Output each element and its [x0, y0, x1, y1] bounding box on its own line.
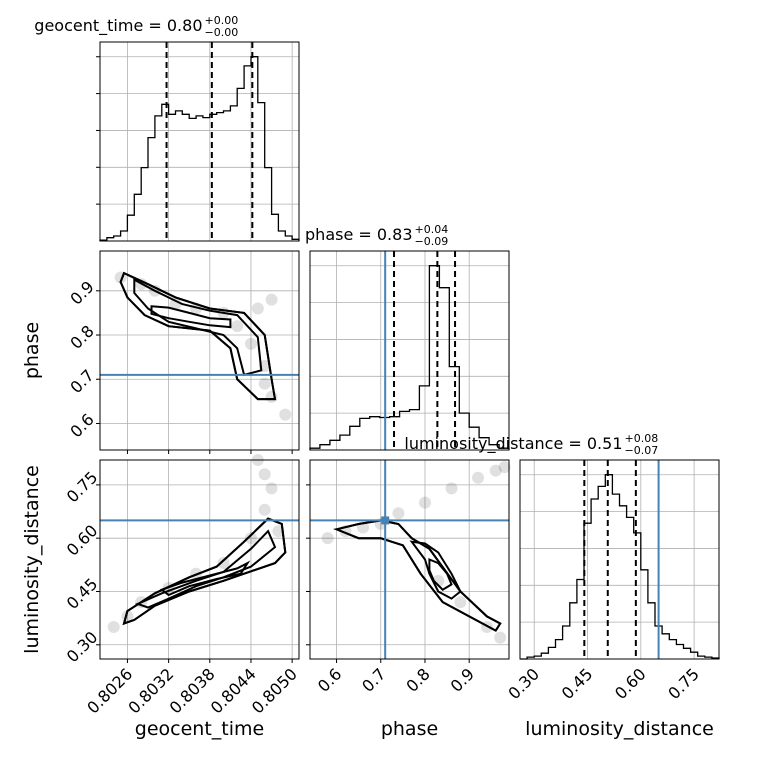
x-tick-label: 0.60 [611, 664, 650, 703]
title-lower-error: −0.00 [205, 26, 239, 39]
truth-marker [381, 516, 390, 525]
x-axis-label-geocent_time: geocent_time [135, 718, 264, 740]
panel-frame-phase-luminosity_distance [309, 459, 510, 660]
scatter-point [472, 471, 485, 484]
y-tick-label: 0.30 [63, 628, 102, 667]
scatter-point [454, 596, 467, 609]
title-upper-error: +0.04 [415, 223, 449, 236]
y-axis-label-phase: phase [21, 322, 43, 379]
x-tick-label: 0.7 [358, 664, 389, 695]
scatter-point [489, 464, 502, 477]
contour-outer [119, 271, 277, 401]
x-axis-label-phase: phase [381, 718, 438, 740]
y-axis-label-luminosity_distance: luminosity_distance [21, 465, 43, 654]
frames-layer [96, 41, 720, 663]
panel-frame-geocent_time [99, 41, 300, 242]
scatter-point [258, 468, 271, 481]
scatter-point [265, 482, 278, 495]
title-phase: phase = 0.83 [305, 225, 412, 244]
contour-mid [134, 529, 277, 609]
scatter-point [231, 320, 244, 333]
x-tick-label: 0.8032 [124, 664, 177, 717]
y-tick-label: 0.7 [66, 366, 97, 397]
x-tick-label: 0.8 [402, 664, 433, 695]
text-layer: geocent_time = 0.80 +0.00−0.00 phase = 0.8… [21, 14, 714, 740]
scatter-point [251, 302, 264, 315]
contour-outer-line [119, 271, 277, 401]
title-upper-error: +0.08 [625, 432, 659, 445]
scatter-point [265, 390, 278, 403]
scatter-point [258, 377, 271, 390]
contour-outer [333, 519, 502, 632]
panel-frame-geocent_time-luminosity_distance [99, 459, 300, 660]
title-luminosity_distance: luminosity_distance = 0.51 [404, 434, 622, 454]
panel-frame-phase [309, 250, 510, 451]
y-tick-label: 0.8 [66, 321, 97, 352]
scatter-point [107, 621, 120, 634]
scatter-point [265, 293, 278, 306]
scatter-point [169, 298, 182, 311]
y-tick-label: 0.9 [66, 277, 97, 308]
title-lower-error: −0.09 [415, 235, 449, 248]
scatter-point [494, 631, 507, 644]
title-geocent_time: geocent_time = 0.80 [34, 16, 202, 36]
x-tick-label: 0.8050 [248, 664, 301, 717]
x-tick-label: 0.8026 [83, 664, 136, 717]
panel-frame-geocent_time-phase [99, 250, 300, 451]
title-lower-error: −0.07 [625, 444, 659, 457]
scatter-point [418, 496, 431, 509]
x-tick-label: 0.9 [447, 664, 478, 695]
grid-layer [100, 42, 719, 659]
histogram-geocent_time [99, 56, 300, 241]
contour-inner [428, 558, 453, 591]
contour-mid [409, 540, 462, 600]
title-upper-error: +0.00 [205, 14, 239, 27]
x-tick-label: 0.8038 [166, 664, 219, 717]
scatter-point [392, 507, 405, 520]
marks-layer [99, 42, 720, 660]
x-tick-label: 0.6 [314, 664, 345, 695]
y-tick-label: 0.75 [63, 468, 102, 507]
x-tick-label: 0.30 [504, 664, 543, 703]
scatter-point [498, 461, 511, 474]
y-tick-label: 0.45 [63, 574, 102, 613]
scatter-point [258, 503, 271, 516]
x-tick-label: 0.75 [664, 664, 703, 703]
scatter-point [321, 532, 334, 545]
scatter-point [445, 482, 458, 495]
contour-inner [150, 305, 232, 329]
y-tick-label: 0.6 [66, 410, 97, 441]
x-tick-label: 0.45 [558, 664, 597, 703]
x-axis-label-luminosity_distance: luminosity_distance [525, 718, 714, 740]
contour-outer-line [333, 519, 502, 632]
scatter-point [244, 337, 257, 350]
panel-frame-luminosity_distance [519, 459, 720, 660]
scatter-point [217, 557, 230, 570]
x-tick-label: 0.8044 [207, 664, 260, 717]
contour-inner [159, 560, 251, 597]
histogram-luminosity_distance [520, 474, 720, 660]
scatter-point [244, 532, 257, 545]
scatter-point [279, 408, 292, 421]
y-tick-label: 0.60 [63, 521, 102, 560]
histogram-phase [309, 265, 510, 450]
